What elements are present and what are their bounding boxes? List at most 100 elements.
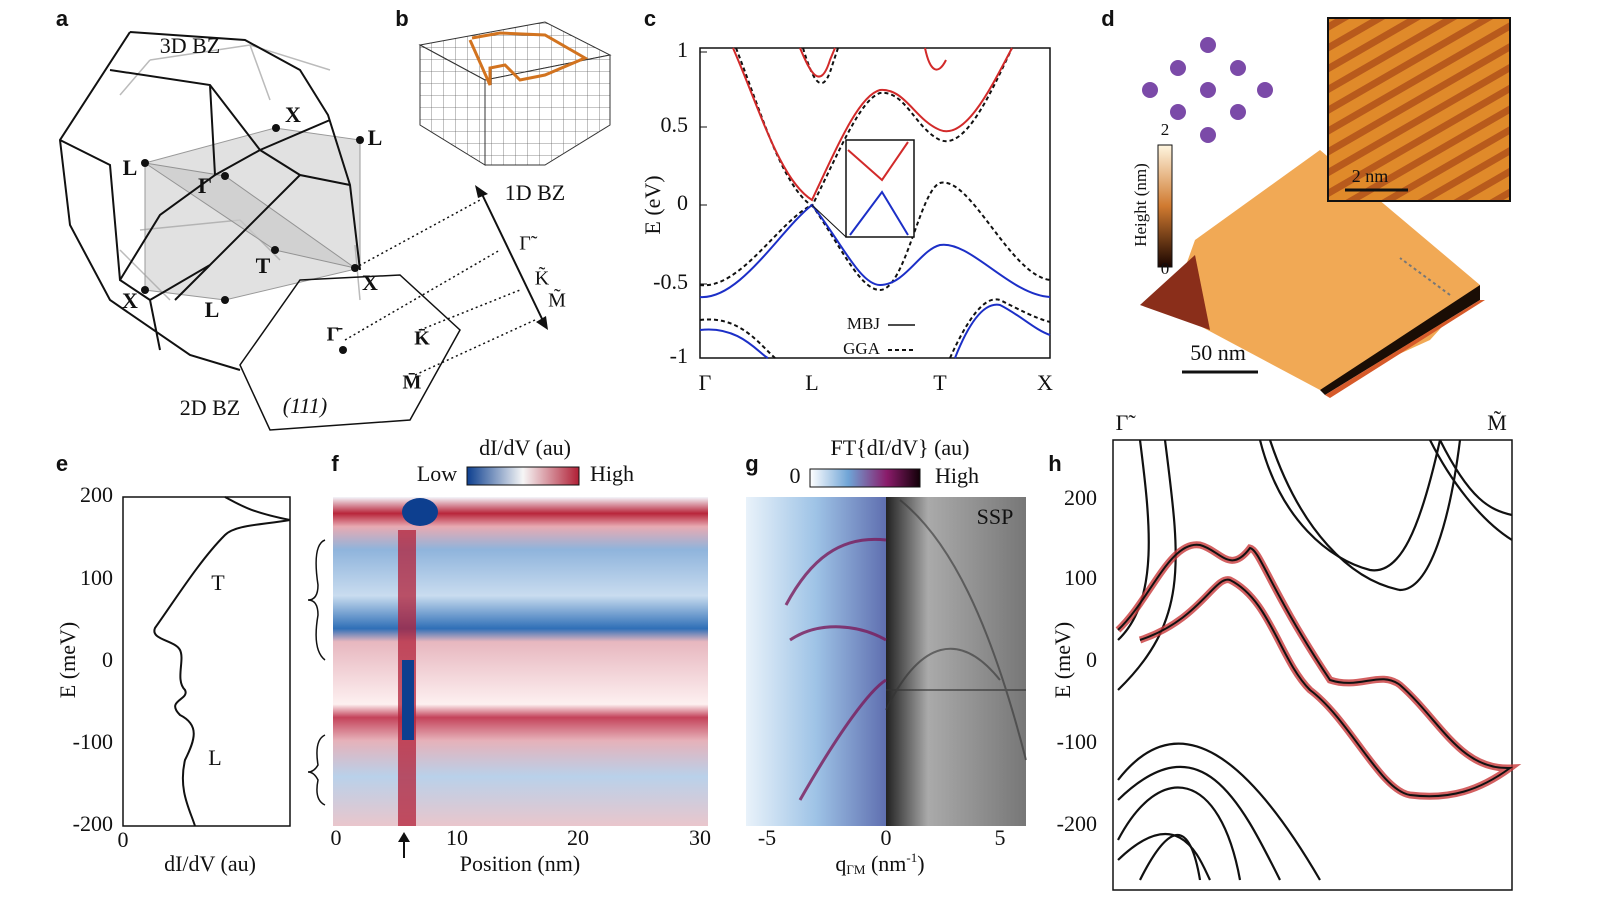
loop: [468, 31, 589, 86]
colorbar: [466, 466, 580, 486]
label: 1: [677, 37, 688, 62]
label: c: [644, 6, 656, 31]
label: Γ: [198, 173, 212, 198]
gga-band: [699, 298, 1051, 359]
atom: [1257, 82, 1273, 98]
label: 0: [677, 190, 688, 215]
band: [1117, 765, 1281, 881]
label: GGA: [843, 339, 881, 358]
label: b: [395, 6, 408, 31]
label: 3D BZ: [160, 33, 221, 58]
label: T: [211, 570, 225, 595]
label: T: [933, 370, 947, 395]
atom: [1170, 60, 1186, 76]
label: 0: [881, 825, 892, 850]
cold-spot: [402, 498, 438, 526]
point: [272, 124, 280, 132]
block-side: [484, 54, 611, 166]
surface-band: [1115, 541, 1522, 800]
label: 0: [790, 463, 801, 488]
label: 2D BZ: [180, 395, 241, 420]
label: Position (nm): [460, 851, 580, 876]
label: Γ̃: [519, 233, 538, 255]
label: 100: [80, 565, 113, 590]
label: dI/dV (au): [164, 851, 256, 876]
label: -100: [1057, 729, 1097, 754]
label: L: [368, 125, 383, 150]
mbj-band: [699, 203, 1051, 299]
label: M̃: [1487, 410, 1507, 435]
band: [1117, 786, 1242, 881]
gga-band: [802, 47, 839, 84]
label: K̄: [414, 327, 430, 349]
atom: [1230, 60, 1246, 76]
label: 2: [1161, 120, 1170, 139]
step-face: [1325, 300, 1485, 398]
label: X: [285, 102, 301, 127]
atom: [1200, 127, 1216, 143]
bz-edge-hidden: [119, 44, 361, 301]
band: [1117, 742, 1321, 881]
label: g: [745, 451, 758, 476]
label: 50 nm: [1190, 340, 1246, 365]
plot-frame: [1112, 439, 1513, 891]
label: dI/dV (au): [479, 435, 571, 460]
band: [1439, 439, 1513, 517]
label: Γ̄: [327, 324, 344, 346]
label: L: [805, 370, 818, 395]
band: [1117, 833, 1211, 881]
label: M̃: [548, 288, 566, 312]
label: 0: [331, 825, 342, 850]
label: MBJ: [847, 314, 880, 333]
band: [1117, 439, 1177, 691]
axis-label-part: ΓM: [846, 862, 866, 877]
label: FT{dI/dV} (au): [830, 435, 969, 460]
mbj-band: [732, 47, 1013, 202]
atom: [1200, 37, 1216, 53]
bz-edge: [58, 31, 361, 371]
label: Height (nm): [1131, 163, 1150, 247]
point: [271, 246, 279, 254]
label: e: [56, 451, 68, 476]
inset-band: [847, 141, 909, 182]
label: 5: [995, 825, 1006, 850]
axis-label-part: (nm: [865, 851, 906, 876]
label: L: [123, 155, 138, 180]
stm-inset: [1327, 17, 1511, 202]
point: [339, 346, 347, 354]
arrow: [536, 316, 548, 330]
arrow: [398, 832, 410, 842]
label: 20: [567, 825, 589, 850]
label: E (meV): [1050, 622, 1075, 698]
colorbar: [1157, 144, 1173, 268]
heatmap: [333, 497, 708, 826]
band: [1429, 439, 1513, 541]
plot-frame: [122, 496, 291, 827]
label: 0.5: [661, 112, 689, 137]
label: a: [56, 6, 69, 31]
label: -1: [670, 343, 688, 368]
gga-band: [699, 181, 1051, 292]
label: X: [1037, 370, 1053, 395]
label: -200: [73, 811, 113, 836]
label: 1D BZ: [505, 180, 566, 205]
atom: [1170, 104, 1186, 120]
point: [141, 286, 149, 294]
mbj-band: [699, 303, 1051, 359]
label: E (meV): [55, 622, 80, 698]
band: [1117, 439, 1150, 641]
point: [221, 296, 229, 304]
brace: [307, 539, 326, 661]
brace: [307, 734, 326, 806]
point: [351, 264, 359, 272]
point: [221, 172, 229, 180]
label: -200: [1057, 811, 1097, 836]
leader: [811, 204, 847, 238]
terrace: [1170, 150, 1480, 390]
atom: [1230, 104, 1246, 120]
arrow: [475, 185, 488, 198]
label: -0.5: [653, 269, 688, 294]
